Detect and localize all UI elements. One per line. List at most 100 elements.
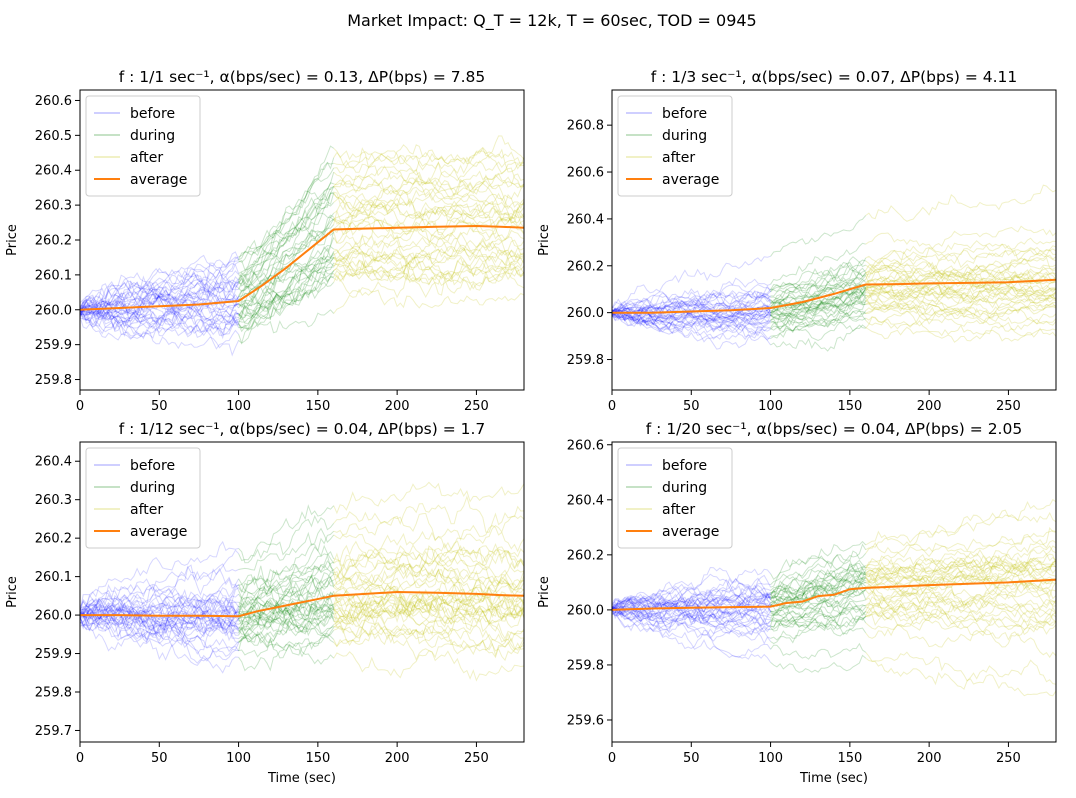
path-before xyxy=(80,567,239,611)
chart-panel-1: f : 1/1 sec⁻¹, α(bps/sec) = 0.13, ΔP(bps… xyxy=(5,68,525,414)
path-before xyxy=(612,310,771,335)
path-after xyxy=(865,184,1056,222)
path-before xyxy=(612,584,771,614)
path-after xyxy=(333,603,524,651)
path-after xyxy=(333,185,524,215)
path-after xyxy=(333,180,524,210)
path-during xyxy=(238,573,335,619)
path-after xyxy=(865,316,1056,337)
path-during xyxy=(238,272,334,319)
legend-label-after: after xyxy=(662,502,695,518)
path-before xyxy=(612,582,771,609)
path-before xyxy=(80,594,239,630)
path-after xyxy=(865,540,1056,567)
path-during xyxy=(770,309,867,331)
path-before xyxy=(80,576,240,618)
y-tick-label: 260.2 xyxy=(567,548,604,563)
path-before xyxy=(80,603,239,643)
legend-label-average: average xyxy=(662,172,719,188)
y-tick-label: 260.6 xyxy=(567,166,604,181)
path-before xyxy=(80,273,239,317)
y-tick-label: 260.0 xyxy=(567,306,604,321)
path-after xyxy=(865,225,1056,250)
path-after xyxy=(333,256,524,283)
path-after xyxy=(333,542,524,575)
path-during xyxy=(238,186,335,281)
path-before xyxy=(612,604,771,627)
path-after xyxy=(333,220,524,256)
path-before xyxy=(612,602,771,625)
path-during xyxy=(238,598,335,622)
path-during xyxy=(238,642,335,672)
path-during xyxy=(770,242,866,285)
path-before xyxy=(80,587,239,621)
path-during xyxy=(238,247,335,323)
path-after xyxy=(333,252,524,286)
path-during xyxy=(770,312,867,333)
path-during xyxy=(238,186,335,258)
path-during xyxy=(238,251,335,325)
path-during xyxy=(770,642,866,660)
path-during xyxy=(238,309,335,344)
path-before xyxy=(612,606,771,627)
path-before xyxy=(612,305,771,323)
path-after xyxy=(333,589,524,627)
path-after xyxy=(865,545,1056,582)
path-before xyxy=(80,302,240,330)
path-during xyxy=(770,295,866,321)
path-after xyxy=(333,590,524,624)
path-after xyxy=(865,287,1056,305)
x-tick-label: 150 xyxy=(837,751,862,766)
path-after xyxy=(865,301,1056,323)
path-after xyxy=(865,289,1056,310)
path-before xyxy=(612,289,771,316)
path-during xyxy=(770,580,866,602)
path-before xyxy=(80,301,239,341)
path-during xyxy=(770,300,866,332)
path-before xyxy=(612,306,771,330)
path-during xyxy=(238,601,335,638)
path-before xyxy=(612,606,772,659)
path-during xyxy=(238,596,335,630)
path-before xyxy=(80,607,240,636)
plot-frame xyxy=(611,89,1057,391)
x-tick-label: 100 xyxy=(226,399,251,414)
path-after xyxy=(333,197,524,230)
path-during xyxy=(238,216,335,297)
sample-paths xyxy=(612,184,1056,352)
path-during xyxy=(770,587,866,613)
path-after xyxy=(333,206,524,236)
path-after xyxy=(333,146,524,173)
y-axis-label: Price xyxy=(5,224,20,256)
path-before xyxy=(80,605,240,633)
path-during xyxy=(238,270,335,329)
path-during xyxy=(770,571,866,600)
path-before xyxy=(80,301,239,327)
path-during xyxy=(238,157,335,261)
path-after xyxy=(865,603,1056,633)
path-after xyxy=(865,569,1056,587)
legend: before during after average xyxy=(85,447,201,549)
path-before xyxy=(80,311,240,340)
path-during xyxy=(770,267,867,308)
path-during xyxy=(770,610,867,632)
x-tick-label: 150 xyxy=(837,399,862,414)
path-during xyxy=(770,264,867,304)
path-during xyxy=(238,255,335,308)
path-before xyxy=(80,281,239,326)
path-after xyxy=(865,557,1056,586)
path-after xyxy=(865,651,1056,685)
path-during xyxy=(238,620,335,644)
path-before xyxy=(80,597,239,637)
path-during xyxy=(770,559,866,586)
path-before xyxy=(80,275,240,320)
path-before xyxy=(80,280,239,320)
path-after xyxy=(333,251,524,283)
path-after xyxy=(333,481,524,515)
path-during xyxy=(770,597,866,622)
path-after xyxy=(333,599,524,640)
path-after xyxy=(865,511,1056,554)
path-during xyxy=(770,261,866,300)
path-before xyxy=(612,607,771,642)
path-during xyxy=(238,237,335,306)
